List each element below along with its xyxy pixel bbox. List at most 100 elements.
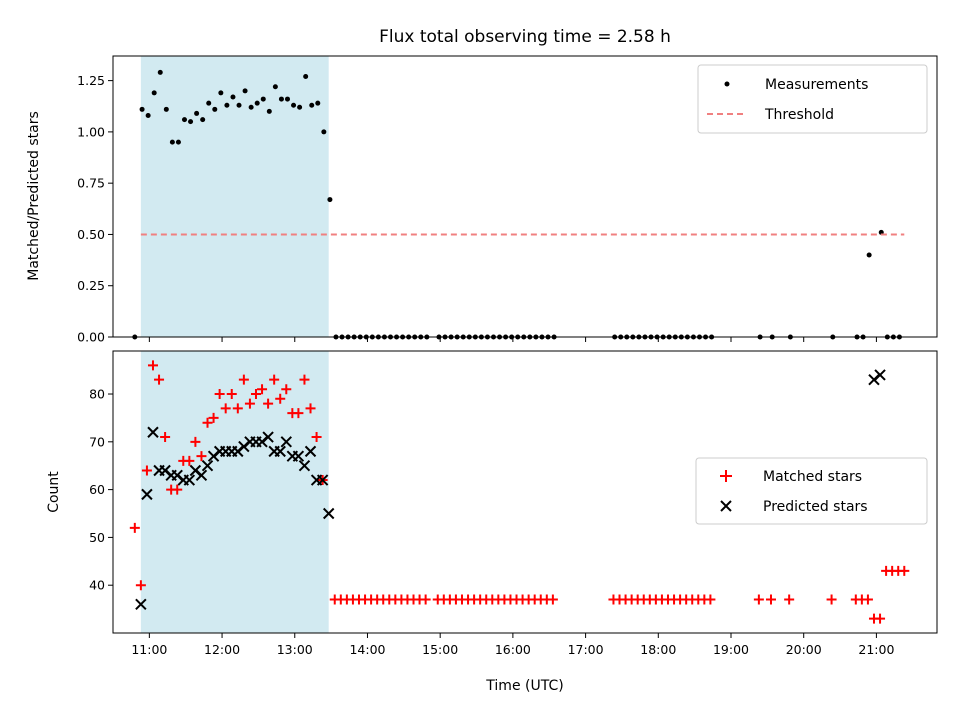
measurement-point xyxy=(297,104,303,110)
matched-stars-legend-marker xyxy=(720,470,732,482)
x-tick-label: 11:00 xyxy=(131,642,167,657)
x-tick-label: 12:00 xyxy=(204,642,240,657)
bottom-y-axis-label: Count xyxy=(46,471,62,513)
matched-star-point xyxy=(147,360,158,371)
top-legend: Measurements Threshold xyxy=(697,64,928,134)
measurement-point xyxy=(303,74,309,80)
measurement-point xyxy=(224,102,230,108)
x-tick-label: 21:00 xyxy=(858,642,894,657)
measurement-point xyxy=(181,117,187,123)
measurement-point xyxy=(284,96,290,102)
measurement-point xyxy=(254,100,260,106)
predicted-star-point xyxy=(322,507,335,520)
x-tick-label: 16:00 xyxy=(495,642,531,657)
top-y-axis-label: Matched/Predicted stars xyxy=(26,111,42,281)
matched-star-point xyxy=(196,451,207,462)
matched-star-point xyxy=(420,594,431,605)
predicted-star-point xyxy=(135,598,147,611)
y-tick-label: 1.25 xyxy=(77,73,105,88)
matched-star-point xyxy=(875,613,886,624)
matched-star-point xyxy=(141,465,152,476)
measurement-point xyxy=(321,129,327,135)
y-tick-label: 60 xyxy=(89,482,105,497)
x-tick-label: 18:00 xyxy=(640,642,676,657)
top-panel: 0.00 0.25 0.50 0.75 1.00 1.25 Matched/Predict… xyxy=(26,55,938,345)
shaded-observing-window xyxy=(140,351,329,633)
x-tick-label: 14:00 xyxy=(349,642,385,657)
measurement-point xyxy=(260,96,266,102)
matched-stars-legend-label: Matched stars xyxy=(763,469,862,485)
predicted-star-point xyxy=(141,488,153,501)
predicted-star-point xyxy=(274,445,286,458)
x-tick-label: 17:00 xyxy=(568,642,604,657)
predicted-star-point xyxy=(292,450,305,462)
y-tick-label: 0.00 xyxy=(77,330,105,345)
y-tick-label: 50 xyxy=(89,530,105,545)
matched-star-point xyxy=(765,594,776,605)
y-tick-label: 0.50 xyxy=(77,227,105,242)
measurement-point xyxy=(248,104,254,110)
predicted-star-point xyxy=(201,460,214,472)
matched-star-point xyxy=(238,374,249,385)
matched-star-point xyxy=(826,594,837,605)
measurement-point xyxy=(157,69,163,75)
y-tick-label: 70 xyxy=(89,434,105,449)
y-tick-label: 1.00 xyxy=(77,124,105,139)
predicted-stars-legend-label: Predicted stars xyxy=(763,499,868,515)
matched-star-point xyxy=(184,455,195,466)
x-tick-label: 19:00 xyxy=(713,642,749,657)
matched-star-point xyxy=(275,393,286,404)
y-tick-label: 0.75 xyxy=(77,176,105,191)
bottom-panel: 40 50 60 70 80 11:00 12:00 13:00 14:00 15:00 16:00… xyxy=(46,350,938,694)
measurement-point xyxy=(151,90,157,96)
predicted-star-point xyxy=(183,474,196,486)
matched-star-point xyxy=(154,374,165,385)
matched-star-point xyxy=(220,403,231,414)
matched-star-point xyxy=(547,594,558,605)
matched-star-point xyxy=(232,403,243,414)
matched-star-point xyxy=(172,484,183,495)
measurement-point xyxy=(212,106,218,112)
matched-star-point xyxy=(226,389,237,400)
measurement-point xyxy=(242,88,248,94)
bottom-legend: Matched stars Predicted stars xyxy=(695,457,928,525)
matched-star-point xyxy=(269,374,280,385)
measurement-point xyxy=(169,139,175,145)
chart-title: Flux total observing time = 2.58 h xyxy=(379,27,671,47)
matched-star-point xyxy=(160,432,171,443)
predicted-star-point xyxy=(874,369,886,381)
predicted-star-point xyxy=(280,436,292,448)
predicted-star-point xyxy=(195,469,208,481)
predicted-star-point xyxy=(298,460,311,472)
measurements-legend-marker xyxy=(724,81,730,87)
measurement-point xyxy=(218,90,224,96)
predicted-star-point xyxy=(147,426,159,438)
matched-star-point xyxy=(190,436,201,447)
measurement-point xyxy=(175,139,181,145)
measurement-point xyxy=(194,110,200,116)
threshold-legend-label: Threshold xyxy=(764,107,834,123)
measurement-point xyxy=(315,100,321,106)
measurement-point xyxy=(309,102,315,108)
measurement-point xyxy=(206,100,212,106)
x-axis-label: Time (UTC) xyxy=(485,678,563,694)
x-tick-label: 20:00 xyxy=(786,642,822,657)
matched-star-point xyxy=(281,384,292,395)
measurement-point xyxy=(327,197,333,203)
matched-star-point xyxy=(705,594,716,605)
measurement-point xyxy=(272,84,278,90)
measurement-point xyxy=(200,117,206,123)
matched-star-point xyxy=(899,565,910,576)
measurement-point xyxy=(291,102,297,108)
measurement-point xyxy=(278,96,284,102)
x-tick-label: 15:00 xyxy=(422,642,458,657)
y-tick-label: 80 xyxy=(89,387,105,402)
bottom-panel-frame xyxy=(112,350,938,634)
top-legend-box xyxy=(697,64,928,134)
matched-star-point xyxy=(311,432,322,443)
matched-star-point xyxy=(293,408,304,419)
measurement-point xyxy=(866,252,872,258)
matched-star-point xyxy=(305,403,316,414)
matched-star-point xyxy=(208,412,219,423)
